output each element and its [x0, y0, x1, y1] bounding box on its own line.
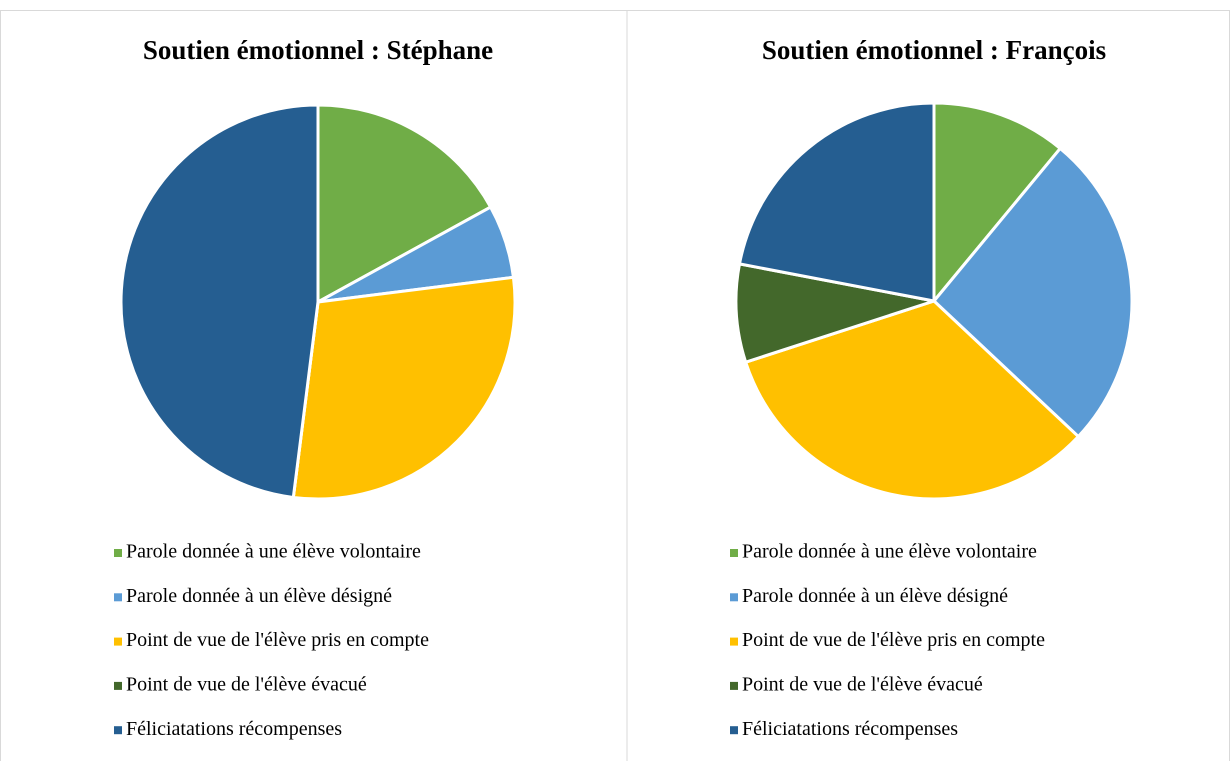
legend-label: Féliciatations récompenses: [742, 718, 958, 740]
pie-slice: [119, 103, 320, 499]
legend-swatch: [730, 726, 738, 735]
chart-title: Soutien émotionnel : François: [762, 35, 1106, 65]
legend-label: Parole donnée à un élève désigné: [126, 585, 392, 607]
legend-label: Point de vue de l'élève évacué: [742, 673, 983, 695]
pie-slice: [738, 101, 936, 303]
legend-label: Féliciatations récompenses: [126, 718, 342, 740]
legend-swatch: [730, 549, 738, 557]
pie-slice: [744, 299, 1080, 501]
frame: [0, 10, 1230, 761]
pie-slice: [932, 146, 1134, 439]
pie-slice: [932, 101, 1062, 303]
legend-label: Point de vue de l'élève pris en compte: [742, 629, 1045, 651]
legend-label: Point de vue de l'élève évacué: [126, 673, 367, 695]
legend-label: Parole donnée à une élève volontaire: [126, 541, 421, 563]
legend-label: Point de vue de l'élève pris en compte: [126, 629, 429, 651]
chart-title: Soutien émotionnel : Stéphane: [143, 35, 493, 65]
legend-swatch: [114, 593, 122, 602]
legend-swatch: [730, 637, 738, 646]
legend-swatch: [114, 681, 122, 690]
legend-label: Parole donnée à une élève volontaire: [742, 541, 1037, 563]
legend-swatch: [114, 549, 122, 557]
pie-slice: [316, 103, 493, 304]
legend-swatch: [730, 681, 738, 690]
legend-label: Parole donnée à un élève désigné: [742, 585, 1008, 607]
legend-swatch: [114, 637, 122, 646]
legend-swatch: [730, 593, 738, 602]
legend-swatch: [114, 726, 122, 735]
pie-slice: [734, 262, 936, 364]
pie-slice: [291, 275, 517, 501]
